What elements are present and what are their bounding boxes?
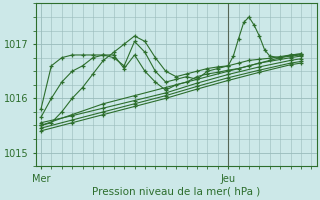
X-axis label: Pression niveau de la mer( hPa ): Pression niveau de la mer( hPa ) <box>92 187 260 197</box>
